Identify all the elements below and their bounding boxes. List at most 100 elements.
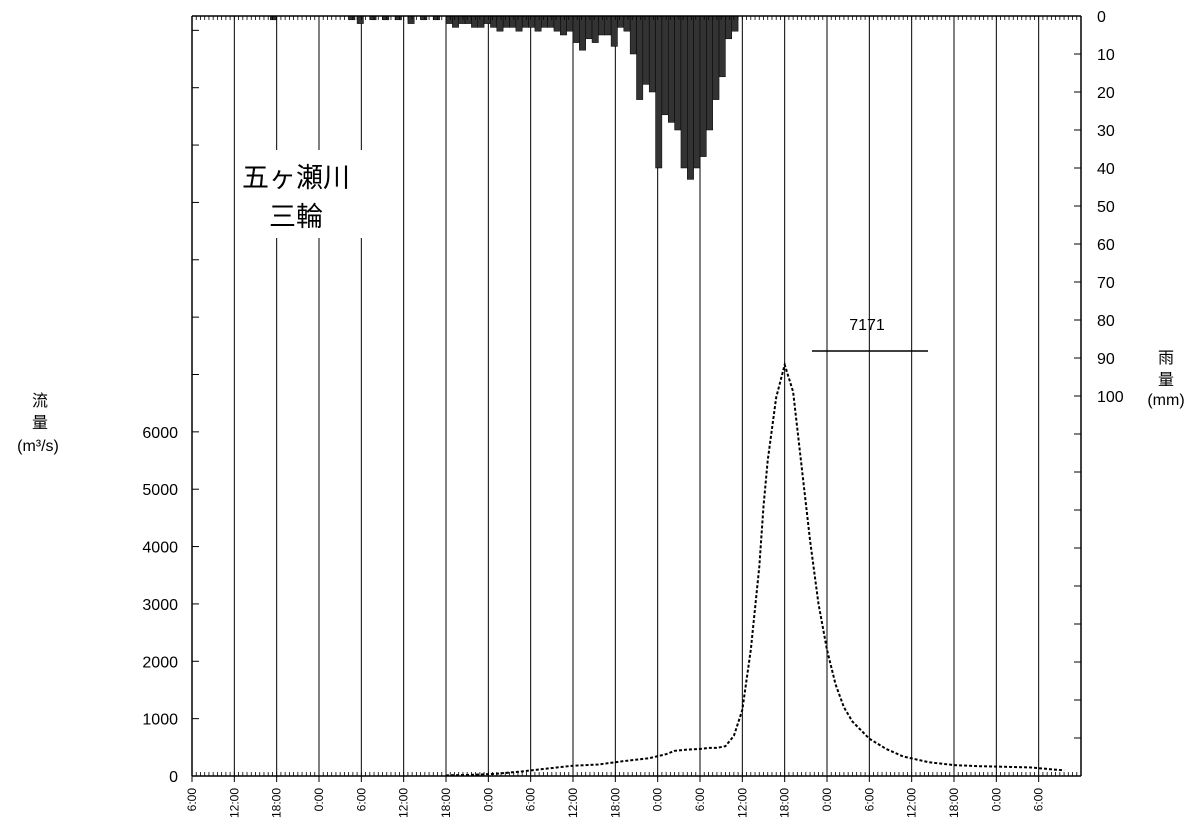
rainfall-bars	[270, 15, 739, 180]
right-tick-label: 10	[1097, 47, 1115, 64]
right-axis-unit: (mm)	[1147, 392, 1184, 409]
right-tick-label: 60	[1097, 237, 1115, 254]
x-tick-label: 0:00	[651, 788, 665, 812]
rainfall-bar	[502, 15, 510, 28]
rainfall-bar	[445, 15, 453, 24]
rainfall-bar	[407, 15, 415, 24]
left-axis-label-char-1: 流	[32, 392, 48, 410]
rainfall-bar	[623, 15, 631, 32]
rainfall-bar	[483, 15, 491, 24]
right-tick-label: 70	[1097, 275, 1115, 292]
rainfall-bar	[687, 15, 694, 180]
left-tick-label: 0	[169, 769, 178, 786]
rainfall-bar	[515, 15, 523, 32]
left-tick-label: 6000	[142, 425, 178, 442]
rainfall-bar	[718, 15, 726, 78]
x-tick-label: 0:00	[820, 788, 834, 812]
right-tick-label: 50	[1097, 199, 1115, 216]
peak-value-label: 7171	[849, 317, 885, 334]
discharge-line	[445, 361, 1065, 777]
rainfall-bar	[731, 15, 739, 32]
title-background	[236, 150, 371, 238]
x-tick-label: 18:00	[439, 788, 453, 818]
right-tick-label: 40	[1097, 161, 1115, 178]
rainfall-bar	[471, 15, 478, 28]
x-tick-label: 6:00	[354, 788, 368, 812]
left-axis-label-char-2: 量	[32, 415, 48, 432]
x-tick-label: 0:00	[481, 788, 495, 812]
x-tick-label: 12:00	[566, 788, 580, 818]
x-tick-label: 12:00	[397, 788, 411, 818]
rainfall-bar	[636, 15, 644, 100]
rainfall-bar	[458, 15, 466, 24]
rainfall-bar	[464, 15, 472, 24]
rainfall-bar	[591, 15, 599, 43]
rainfall-bar	[680, 15, 688, 169]
x-tick-label: 6:00	[185, 788, 199, 812]
rainfall-bar	[541, 15, 548, 28]
axes-layer: 6:00 12:00 18:00 0:00 6:00 12:00 18:00 0:00 6:00…	[142, 9, 1123, 818]
x-tick-label: 12:00	[735, 788, 749, 818]
rainfall-bar	[668, 15, 675, 123]
rainfall-bar	[509, 15, 517, 28]
rainfall-bar	[604, 15, 612, 36]
left-tick-label: 2000	[142, 654, 178, 671]
x-tick-label: 6:00	[693, 788, 707, 812]
left-tick-label: 4000	[142, 540, 178, 557]
right-tick-label: 80	[1097, 313, 1115, 330]
rainfall-bar	[674, 15, 682, 131]
x-tick-label: 12:00	[905, 788, 919, 818]
chart-title-station: 三輪	[269, 202, 323, 233]
right-tick-label: 20	[1097, 85, 1115, 102]
right-tick-label: 90	[1097, 351, 1115, 368]
rainfall-bar	[610, 15, 618, 47]
x-tick-label: 18:00	[270, 788, 284, 818]
discharge-series	[445, 361, 1065, 777]
rainfall-bar	[566, 15, 574, 32]
rainfall-bar	[655, 15, 663, 169]
right-axis-label-char-1: 雨	[1158, 350, 1174, 367]
x-tick-label: 0:00	[989, 788, 1003, 812]
rainfall-bar	[356, 15, 364, 24]
rainfall-bar	[452, 15, 459, 28]
x-tick-label: 6:00	[524, 788, 538, 812]
right-tick-label: 100	[1097, 389, 1124, 406]
right-axis-label-char-2: 量	[1158, 372, 1174, 389]
rainfall-bar	[521, 15, 529, 28]
rainfall-bar	[477, 15, 485, 28]
left-tick-label: 1000	[142, 712, 178, 729]
rainfall-bar	[572, 15, 580, 43]
grid-layer	[233, 16, 1040, 776]
chart-title-river: 五ヶ瀬川	[242, 163, 350, 194]
rainfall-bar	[693, 15, 701, 169]
rainfall-bar	[699, 15, 707, 157]
x-tick-label: 6:00	[862, 788, 876, 812]
x-tick-label: 0:00	[312, 788, 326, 812]
rainfall-bar	[661, 15, 669, 116]
rainfall-bar	[642, 15, 650, 85]
rainfall-bar	[617, 15, 625, 28]
x-tick-label: 18:00	[947, 788, 961, 818]
rainfall-bar	[496, 15, 504, 32]
rainfall-bar	[629, 15, 637, 55]
x-tick-label: 6:00	[1032, 788, 1046, 812]
left-tick-label: 3000	[142, 597, 178, 614]
rainfall-bar	[528, 15, 536, 28]
left-tick-label: 5000	[142, 482, 178, 499]
left-axis-unit: (m³/s)	[17, 438, 59, 455]
rainfall-bar	[534, 15, 542, 32]
rainfall-bar	[648, 15, 656, 93]
x-tick-label: 12:00	[227, 788, 241, 818]
right-tick-label: 30	[1097, 123, 1115, 140]
rainfall-bar	[725, 15, 733, 40]
right-tick-label: 0	[1097, 9, 1106, 26]
rainfall-bar	[553, 15, 561, 32]
rainfall-bar	[598, 15, 606, 36]
right-axis-title: 雨 量 (mm)	[1147, 350, 1184, 409]
rainfall-bar	[579, 15, 586, 51]
left-axis-title: 流 量 (m³/s)	[17, 392, 59, 455]
rainfall-bar	[490, 15, 498, 28]
rainfall-bar	[560, 15, 567, 36]
rainfall-bar	[706, 15, 713, 131]
x-tick-label: 18:00	[778, 788, 792, 818]
